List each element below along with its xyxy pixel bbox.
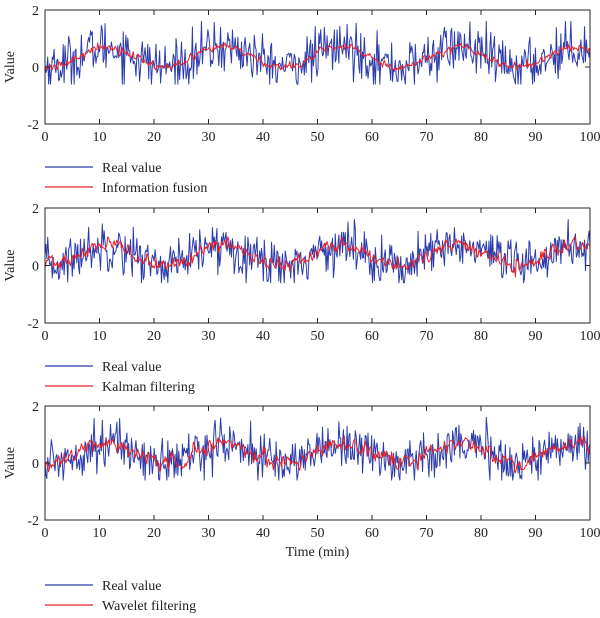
y-tick-label: 0 (32, 61, 39, 76)
legend: Real value Kalman filtering (45, 360, 195, 395)
legend-label: Kalman filtering (102, 380, 195, 395)
x-tick-label: 90 (529, 329, 543, 344)
x-tick-label: 80 (474, 526, 488, 541)
x-tick-label: 60 (365, 130, 379, 145)
x-tick-label: 40 (256, 329, 270, 344)
y-tick-label: -2 (27, 514, 39, 529)
x-tick-label: 20 (147, 526, 161, 541)
x-tick-label: 60 (365, 329, 379, 344)
x-tick-label: 10 (93, 130, 107, 145)
x-tick-label: 30 (202, 329, 216, 344)
y-tick-label: -2 (27, 118, 39, 133)
x-tick-label: 10 (93, 329, 107, 344)
x-tick-label: 70 (420, 329, 434, 344)
x-tick-label: 60 (365, 526, 379, 541)
x-tick-label: 30 (202, 130, 216, 145)
x-tick-label: 90 (529, 130, 543, 145)
y-axis-label: Value (3, 447, 18, 479)
y-tick-label: -2 (27, 317, 39, 332)
x-tick-label: 70 (420, 526, 434, 541)
x-tick-label: 20 (147, 329, 161, 344)
x-tick-label: 80 (474, 329, 488, 344)
legend: Real value Information fusion (45, 161, 207, 196)
x-tick-label: 0 (42, 526, 49, 541)
x-tick-label: 50 (311, 130, 325, 145)
x-tick-label: 0 (42, 130, 49, 145)
y-tick-label: 2 (32, 400, 39, 415)
y-axis-label: Value (3, 250, 18, 282)
y-tick-label: 2 (32, 202, 39, 217)
y-tick-label: 0 (32, 260, 39, 275)
x-tick-label: 20 (147, 130, 161, 145)
x-tick-label: 100 (580, 130, 600, 145)
x-tick-label: 50 (311, 329, 325, 344)
series-line-filtered (45, 236, 590, 278)
x-tick-label: 80 (474, 130, 488, 145)
series-line-real-value (45, 20, 590, 85)
legend-label: Real value (102, 579, 161, 594)
y-tick-label: 2 (32, 4, 39, 19)
x-axis-label: Time (min) (286, 545, 350, 560)
series-line-filtered (45, 435, 590, 474)
y-tick-label: 0 (32, 457, 39, 472)
legend-label: Real value (102, 161, 161, 176)
x-tick-label: 50 (311, 526, 325, 541)
x-tick-label: 0 (42, 329, 49, 344)
x-tick-label: 40 (256, 526, 270, 541)
x-tick-label: 100 (580, 329, 600, 344)
legend-label: Information fusion (102, 181, 207, 196)
x-tick-label: 90 (529, 526, 543, 541)
legend-label: Wavelet filtering (102, 599, 196, 614)
x-tick-label: 40 (256, 130, 270, 145)
x-tick-label: 100 (580, 526, 600, 541)
x-tick-label: 10 (93, 526, 107, 541)
plot-area-frame (44, 405, 591, 521)
series-line-filtered (45, 42, 590, 71)
x-tick-label: 70 (420, 130, 434, 145)
legend-label: Real value (102, 360, 161, 375)
series-line-real-value (45, 416, 590, 481)
legend: Real value Wavelet filtering (45, 579, 196, 614)
x-tick-label: 30 (202, 526, 216, 541)
plot-area-frame (44, 207, 591, 324)
y-axis-label: Value (3, 51, 18, 83)
